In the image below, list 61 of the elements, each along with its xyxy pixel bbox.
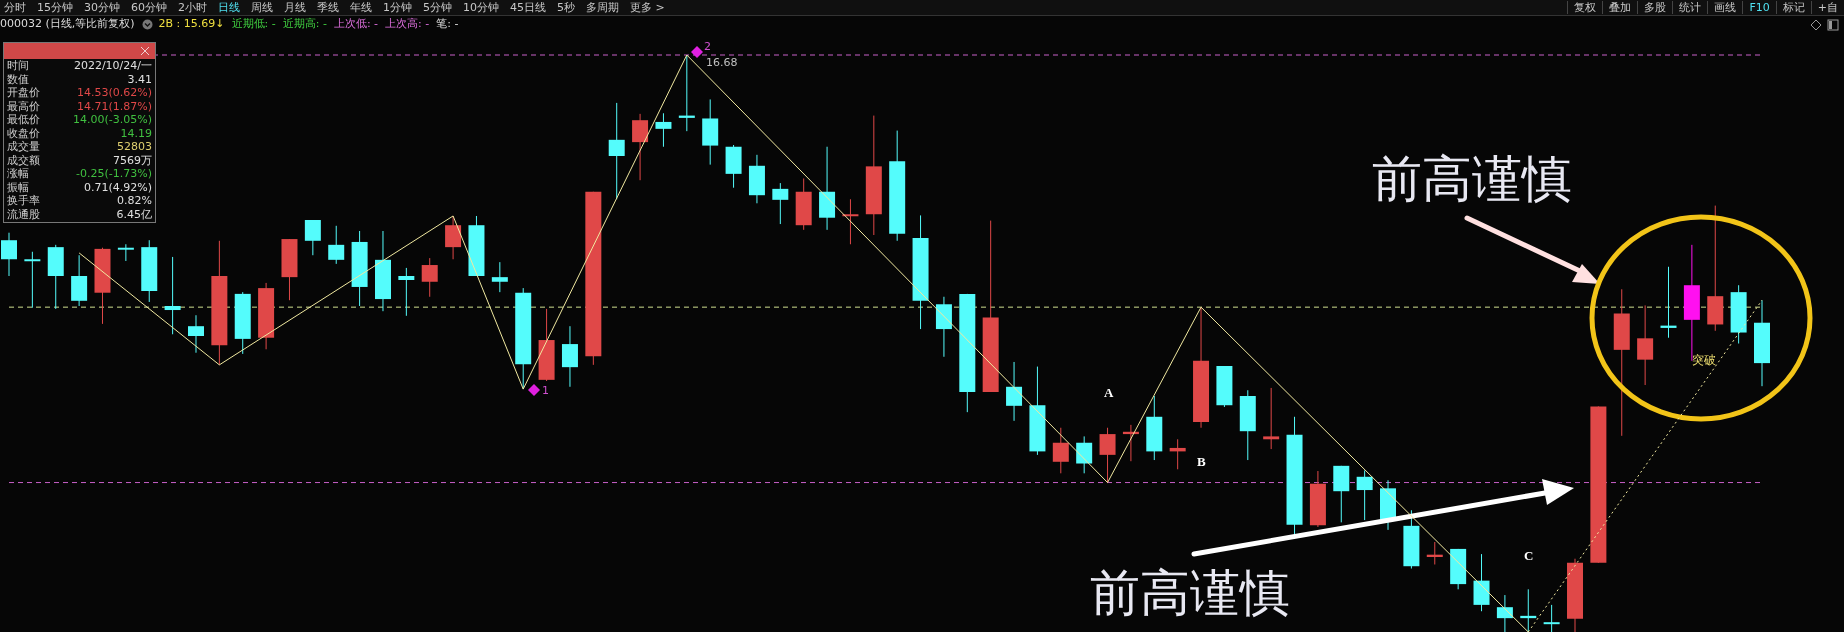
candlestick — [117, 243, 134, 262]
annotation: 3.41 — [127, 72, 152, 86]
candlestick — [398, 267, 415, 317]
annotation: 时间 — [7, 59, 29, 73]
candlestick — [632, 113, 649, 181]
candlestick — [1, 232, 17, 277]
annotation: 收盘价 — [7, 126, 40, 140]
candlestick — [1052, 427, 1069, 474]
annotation: 流通股 — [7, 207, 40, 221]
candlestick — [1076, 435, 1093, 474]
candlestick — [24, 251, 41, 309]
candlestick — [491, 261, 508, 293]
candlestick — [328, 225, 345, 265]
annotation: 1 — [542, 384, 549, 397]
candlestick — [1006, 361, 1023, 422]
annotation: 16.68 — [706, 56, 738, 69]
annotation: 数值 — [7, 72, 29, 86]
candlestick — [421, 257, 438, 298]
annotation: 前高谨慎 — [1372, 150, 1572, 209]
annotation: 6.45亿 — [116, 207, 152, 221]
candlestick — [608, 102, 625, 200]
text: 2 — [704, 40, 711, 53]
candlestick — [1356, 469, 1373, 521]
annotation: 最低价 — [7, 113, 40, 127]
candlestick — [1263, 387, 1280, 450]
annotation: 换手率 — [7, 194, 40, 208]
candlestick — [1637, 304, 1654, 386]
annotation: 突破 — [1692, 352, 1716, 369]
candlestick — [445, 215, 462, 260]
candlestick — [1496, 594, 1513, 632]
candlestick — [1099, 427, 1116, 484]
text: 复权 叠加 多股 统计 画线 F10 标记 +自 — [1573, 1, 1839, 14]
annotation: 0.82% — [117, 194, 152, 208]
annotation: 2022/10/24/一 — [73, 59, 152, 73]
annotation: 振幅 — [7, 180, 29, 194]
candlestick — [655, 112, 672, 148]
annotation: 涨幅 — [7, 167, 29, 181]
annotation: -0.25(-1.73%) — [76, 167, 152, 181]
annotation: 14.00(-3.05%) — [73, 113, 152, 127]
text: 分时 15分钟 30分钟 60分钟 2小时 日线 周线 月线 季线 年线 1分钟 5分钟 10分钟 45日线 5秒 多周期 更多 > — [4, 1, 665, 14]
annotation: 前高谨慎 — [1090, 564, 1290, 623]
annotation: B — [1197, 454, 1206, 470]
candlestick — [1543, 604, 1560, 632]
annotation: 14.71(1.87%) — [76, 99, 152, 113]
candlestick — [561, 325, 578, 388]
candlestick — [164, 256, 181, 335]
candlestick — [304, 219, 321, 256]
annotation: 成交额 — [7, 153, 40, 167]
annotation: 52803 — [117, 140, 152, 154]
annotation: 7569万 — [113, 153, 152, 167]
candlestick — [772, 182, 789, 225]
annotation: 14.53(0.62%) — [76, 86, 152, 100]
annotation: 14.19 — [120, 126, 152, 140]
annotation: C — [1524, 548, 1534, 564]
annotation: A — [1104, 385, 1114, 401]
text: 000032 (日线,等比前复权) 2B : 15.69↓ 近期低: - 近期高: - 上次低: - 上次高: - 笔: - — [0, 17, 459, 30]
annotation: 成交量 — [7, 140, 40, 154]
candlestick — [187, 314, 204, 354]
annotation: 最高价 — [7, 99, 40, 113]
annotation: 0.71(4.92%) — [83, 180, 152, 194]
annotation: 开盘价 — [7, 86, 40, 100]
